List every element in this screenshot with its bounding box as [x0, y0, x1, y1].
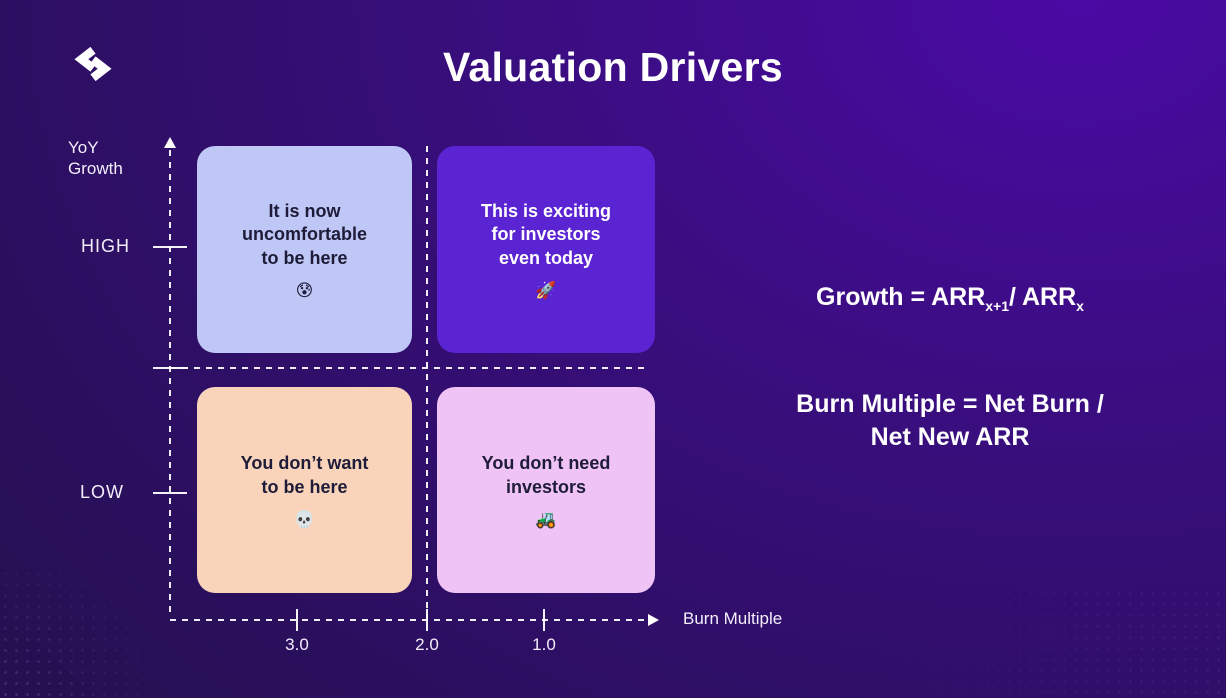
quadrant-bottom-right: You don’t need investors 🚜 — [437, 387, 655, 593]
x-axis-tick-label-1-0: 1.0 — [532, 635, 556, 654]
dot-pattern-bottom-left — [0, 568, 180, 698]
tractor-emoji-icon: 🚜 — [535, 509, 557, 529]
x-axis-tick-3-0 — [296, 609, 298, 631]
y-axis-label: YoY Growth — [68, 138, 123, 178]
dot-pattern-bottom-right — [806, 588, 1226, 698]
page-title: Valuation Drivers — [442, 44, 784, 90]
y-axis-tick-mid — [153, 367, 187, 369]
y-axis-tick-high — [153, 246, 187, 248]
anxious-sweat-emoji-icon: 😰 — [295, 281, 314, 301]
quadrant-text: You don’t need investors — [481, 453, 611, 497]
x-axis-tick-1-0 — [543, 609, 545, 631]
quadrant-top-right: This is exciting for investors even toda… — [437, 146, 655, 353]
double-chevron-logo-svg — [74, 46, 112, 82]
quadrant-text: You don’t want to be here — [240, 453, 369, 497]
growth-formula-prefix: Growth = ARR — [816, 283, 986, 311]
skull-emoji-icon: 💀 — [293, 509, 316, 529]
x-axis-tick-label-3-0: 3.0 — [285, 635, 309, 654]
growth-formula-subscript-x: x — [1076, 298, 1084, 314]
burn-multiple-formula: Burn Multiple = Net Burn / Net New ARR — [796, 390, 1104, 451]
growth-formula: Growth = ARRx+1/ ARRx — [760, 283, 1140, 314]
x-axis-label: Burn Multiple — [683, 609, 783, 628]
quadrant-divider-vertical — [426, 146, 428, 618]
y-axis-line — [169, 150, 171, 618]
x-axis-line — [170, 619, 648, 621]
y-axis-high-label: HIGH — [81, 236, 130, 256]
growth-formula-subscript-x-plus-1: x+1 — [985, 298, 1010, 314]
double-chevron-logo-icon — [74, 46, 112, 82]
quadrant-divider-horizontal — [170, 367, 650, 369]
x-axis-tick-label-2-0: 2.0 — [415, 635, 439, 654]
quadrant-text: It is now uncomfortable to be here — [241, 200, 367, 268]
quadrant-top-left: It is now uncomfortable to be here 😰 — [197, 146, 412, 353]
rocket-emoji-icon: 🚀 — [535, 281, 557, 301]
x-axis-arrow-right-icon — [648, 614, 659, 626]
x-axis-tick-2-0 — [426, 609, 428, 631]
y-axis-tick-low — [153, 492, 187, 494]
quadrant-bottom-left: You don’t want to be here 💀 — [197, 387, 412, 593]
quadrant-text: This is exciting for investors even toda… — [480, 200, 612, 268]
y-axis-low-label: LOW — [80, 482, 125, 502]
y-axis-arrow-up-icon — [164, 137, 176, 148]
growth-formula-divider: / ARR — [1009, 283, 1077, 311]
